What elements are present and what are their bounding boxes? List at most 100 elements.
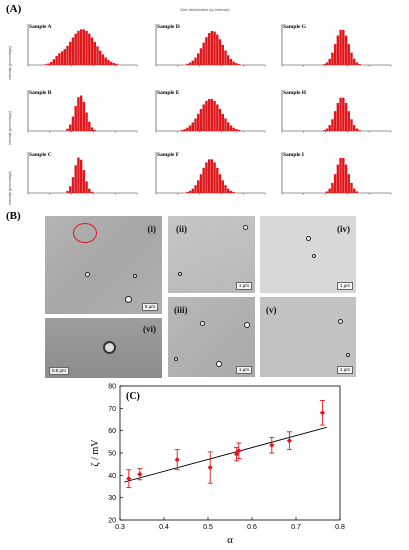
histogram-bar	[74, 105, 77, 131]
particle	[243, 225, 248, 230]
sample-label: Sample H	[283, 90, 307, 96]
histogram-bar	[112, 62, 116, 65]
histogram-bar	[186, 63, 189, 65]
histogram-bar	[71, 177, 75, 193]
histogram-bar	[90, 127, 94, 131]
sample-label: Sample I	[283, 152, 304, 158]
particle	[338, 319, 343, 324]
histogram-bar	[333, 111, 337, 131]
scale-bar-ii: 1 μm	[235, 282, 252, 290]
histogram-bar	[218, 108, 222, 131]
histogram-bar	[52, 59, 56, 65]
histogram-bar	[199, 108, 203, 131]
histogram-bar	[74, 33, 77, 65]
y-tick-label: 40	[108, 473, 116, 480]
histogram-bar	[325, 128, 329, 131]
panel-a-ylabel-1: Intensity (percentage)	[8, 46, 12, 80]
panel-a-title: Size distribution by intensity	[180, 7, 230, 12]
histogram-panel: Sample C	[22, 150, 141, 199]
histogram-bar	[77, 157, 80, 193]
sample-label: Sample E	[157, 90, 180, 96]
x-tick-label: 0.6	[247, 524, 257, 531]
y-tick-label: 70	[108, 406, 116, 413]
histogram-bar	[109, 61, 113, 65]
histogram-bar	[199, 174, 203, 193]
histogram-bar	[191, 122, 194, 131]
histogram-bar	[347, 174, 350, 193]
histogram-bar	[58, 53, 61, 65]
panel-c-label: (C)	[126, 391, 140, 402]
scale-bar-iv: 1 μm	[336, 282, 353, 290]
histogram-bar	[227, 55, 230, 65]
sem-label-iv: (iv)	[337, 224, 350, 234]
histogram-bar	[210, 159, 214, 193]
histogram-bar	[328, 188, 331, 193]
histogram-bar	[227, 188, 230, 193]
particle	[174, 357, 178, 361]
histogram-bar	[210, 98, 214, 131]
histogram-bar	[85, 30, 88, 65]
histogram-plot	[27, 152, 138, 195]
histogram-bar	[69, 124, 72, 131]
histogram-bar	[232, 61, 235, 65]
histogram-bar	[213, 31, 216, 65]
particle	[133, 274, 137, 278]
histogram-bar	[328, 125, 331, 131]
particle	[312, 254, 316, 258]
histogram-bar	[229, 58, 233, 65]
histogram-bar	[186, 127, 189, 131]
histogram-bar	[210, 31, 214, 65]
sem-label-ii: (ii)	[176, 224, 187, 234]
plot-frame	[119, 385, 341, 521]
histogram-bar	[237, 64, 241, 65]
x-tick-label: 0.5	[203, 524, 213, 531]
x-tick-label: 0.8	[335, 524, 345, 531]
histogram-bar	[90, 191, 94, 193]
histogram-bar	[63, 49, 66, 65]
histogram-bar	[93, 129, 96, 131]
histogram-bar	[221, 113, 224, 131]
histogram-bar	[188, 125, 192, 131]
histogram-bar	[325, 62, 329, 65]
y-tick-label: 30	[108, 495, 116, 502]
scale-bar-iii: 1 μm	[235, 366, 252, 374]
histogram-bar	[207, 33, 211, 65]
histogram-bar	[339, 29, 342, 65]
data-point	[286, 438, 292, 444]
histogram-bar	[101, 54, 105, 65]
histogram-bar	[218, 39, 222, 65]
scale-bar-i: 5 μm	[141, 303, 158, 311]
histogram-bar	[353, 125, 356, 131]
data-point	[319, 410, 325, 416]
data-point	[137, 471, 143, 477]
histogram-bar	[207, 159, 211, 193]
histogram-panel: Sample D	[150, 22, 269, 71]
histogram-bar	[202, 167, 205, 193]
histogram-bar	[218, 174, 222, 193]
histogram-bar	[336, 164, 340, 193]
histogram-plot	[281, 90, 392, 133]
histogram-bar	[344, 35, 348, 65]
histogram-bar	[77, 30, 80, 65]
histogram-bar	[104, 57, 107, 65]
histogram-bar	[237, 129, 241, 131]
sem-label-v: (v)	[266, 305, 277, 315]
histogram-bar	[49, 61, 53, 65]
histogram-bar	[85, 181, 88, 193]
histogram-bar	[358, 64, 361, 65]
particle	[85, 272, 90, 277]
histogram-bar	[191, 60, 194, 65]
histogram-plot	[281, 152, 392, 195]
histogram-bar	[344, 102, 348, 131]
histogram-bar	[71, 116, 75, 131]
sample-label: Sample C	[29, 152, 52, 158]
histogram-plot	[155, 90, 266, 133]
histogram-plot	[27, 90, 138, 133]
histogram-bar	[82, 101, 86, 131]
sample-label: Sample B	[29, 90, 52, 96]
x-tick-label: 0.4	[159, 524, 169, 531]
sem-image-i: (i) 5 μm	[45, 216, 162, 314]
data-point	[174, 457, 180, 463]
histogram-bar	[107, 59, 110, 65]
histogram-bar	[342, 29, 345, 65]
